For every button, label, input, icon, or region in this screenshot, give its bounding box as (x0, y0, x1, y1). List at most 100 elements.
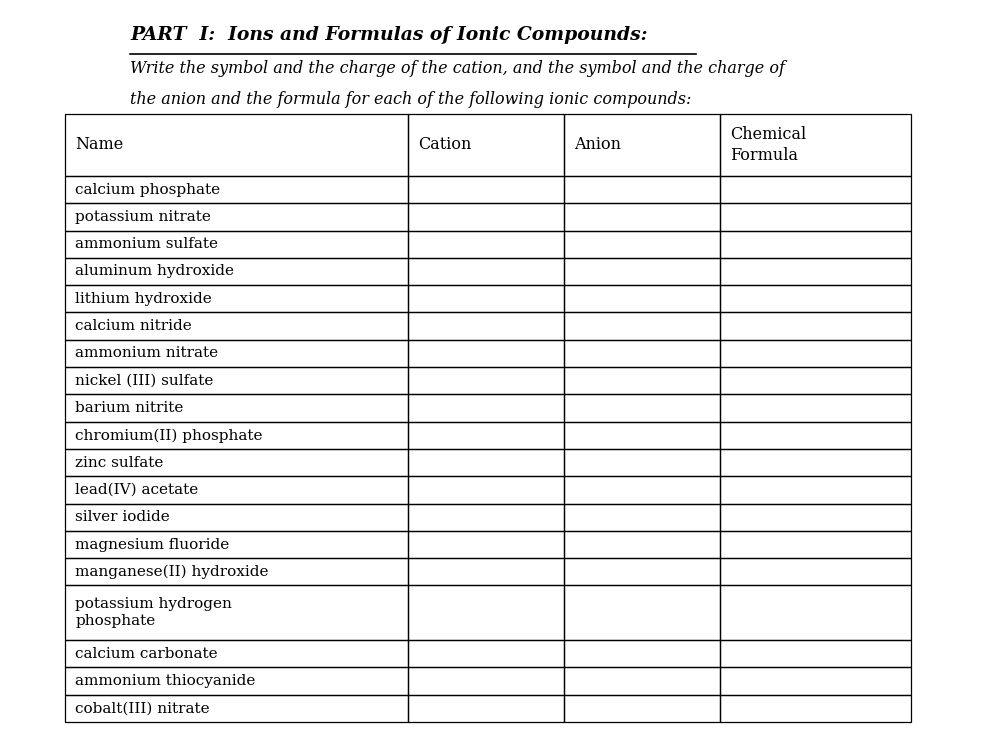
Bar (564, 285, 720, 312)
Bar (65, 114, 408, 176)
Bar (564, 394, 720, 421)
Bar (720, 203, 911, 230)
Bar (720, 367, 911, 394)
Bar (564, 668, 720, 695)
Bar (65, 203, 408, 230)
Bar (408, 421, 564, 449)
Text: the anion and the formula for each of the following ionic compounds:: the anion and the formula for each of th… (130, 91, 692, 108)
Text: zinc sulfate: zinc sulfate (75, 456, 163, 470)
Bar (408, 312, 564, 340)
Bar (564, 559, 720, 586)
Bar (65, 285, 408, 312)
Text: potassium nitrate: potassium nitrate (75, 210, 211, 224)
Bar (720, 312, 911, 340)
Text: ammonium nitrate: ammonium nitrate (75, 347, 218, 361)
Text: ammonium sulfate: ammonium sulfate (75, 237, 218, 251)
Bar (408, 559, 564, 586)
Bar (720, 176, 911, 203)
Bar (65, 586, 408, 640)
Bar (564, 258, 720, 285)
Bar (720, 476, 911, 504)
Bar (408, 640, 564, 668)
Text: barium nitrite: barium nitrite (75, 401, 183, 415)
Bar (564, 312, 720, 340)
Bar (720, 531, 911, 559)
Text: Cation: Cation (418, 136, 471, 153)
Bar (408, 504, 564, 531)
Bar (65, 176, 408, 203)
Bar (408, 285, 564, 312)
Bar (65, 504, 408, 531)
Text: Chemical
Formula: Chemical Formula (730, 126, 806, 163)
Bar (564, 421, 720, 449)
Bar (564, 586, 720, 640)
Bar (564, 176, 720, 203)
Bar (720, 668, 911, 695)
Bar (65, 449, 408, 476)
Text: Write the symbol and the charge of the cation, and the symbol and the charge of: Write the symbol and the charge of the c… (130, 60, 785, 77)
Bar (408, 449, 564, 476)
Bar (720, 504, 911, 531)
Bar (564, 230, 720, 258)
Bar (65, 394, 408, 421)
Bar (408, 114, 564, 176)
Bar (720, 394, 911, 421)
Bar (65, 695, 408, 722)
Bar (408, 258, 564, 285)
Bar (65, 559, 408, 586)
Bar (720, 640, 911, 668)
Bar (720, 449, 911, 476)
Bar (720, 285, 911, 312)
Bar (65, 312, 408, 340)
Bar (408, 586, 564, 640)
Bar (408, 695, 564, 722)
Text: nickel (III) sulfate: nickel (III) sulfate (75, 374, 213, 388)
Bar (65, 230, 408, 258)
Bar (564, 640, 720, 668)
Bar (65, 668, 408, 695)
Text: lead(IV) acetate: lead(IV) acetate (75, 483, 198, 497)
Text: Anion: Anion (574, 136, 621, 153)
Bar (408, 340, 564, 367)
Bar (408, 476, 564, 504)
Text: calcium carbonate: calcium carbonate (75, 647, 217, 660)
Bar (65, 531, 408, 559)
Text: calcium nitride: calcium nitride (75, 319, 192, 333)
Bar (720, 421, 911, 449)
Bar (408, 230, 564, 258)
Bar (720, 559, 911, 586)
Text: manganese(II) hydroxide: manganese(II) hydroxide (75, 564, 268, 579)
Bar (408, 531, 564, 559)
Bar (564, 695, 720, 722)
Bar (564, 531, 720, 559)
Bar (720, 230, 911, 258)
Bar (408, 394, 564, 421)
Bar (720, 114, 911, 176)
Bar (564, 504, 720, 531)
Text: potassium hydrogen
phosphate: potassium hydrogen phosphate (75, 597, 232, 628)
Text: calcium phosphate: calcium phosphate (75, 183, 220, 196)
Bar (564, 340, 720, 367)
Bar (408, 668, 564, 695)
Text: PART  I:  Ions and Formulas of Ionic Compounds:: PART I: Ions and Formulas of Ionic Compo… (130, 26, 648, 44)
Bar (408, 176, 564, 203)
Bar (65, 640, 408, 668)
Bar (65, 340, 408, 367)
Bar (564, 476, 720, 504)
Text: Name: Name (75, 136, 123, 153)
Bar (65, 476, 408, 504)
Text: ammonium thiocyanide: ammonium thiocyanide (75, 674, 255, 688)
Bar (720, 695, 911, 722)
Bar (65, 421, 408, 449)
Bar (408, 367, 564, 394)
Bar (65, 367, 408, 394)
Bar (408, 203, 564, 230)
Bar (720, 586, 911, 640)
Text: lithium hydroxide: lithium hydroxide (75, 292, 212, 306)
Text: cobalt(III) nitrate: cobalt(III) nitrate (75, 701, 209, 715)
Bar (720, 258, 911, 285)
Text: magnesium fluoride: magnesium fluoride (75, 537, 229, 551)
Bar (564, 114, 720, 176)
Text: silver iodide: silver iodide (75, 510, 170, 524)
Bar (564, 449, 720, 476)
